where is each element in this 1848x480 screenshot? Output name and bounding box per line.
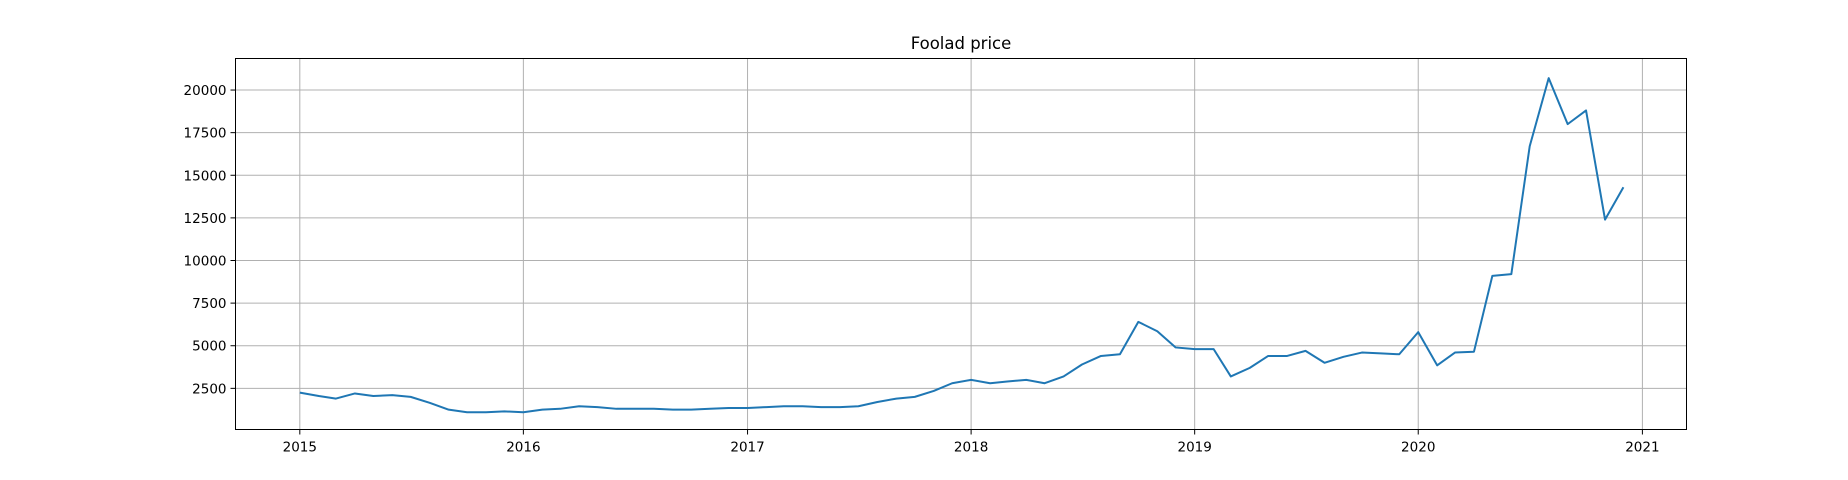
x-tick-label: 2017 bbox=[730, 440, 764, 456]
x-tick-label: 2021 bbox=[1625, 440, 1659, 456]
y-axis: 2500 5000 7500 10000 12500 15000 17500 20000 bbox=[184, 83, 236, 397]
y-tick-label: 20000 bbox=[184, 83, 227, 99]
x-tick-label: 2019 bbox=[1177, 440, 1211, 456]
y-tick-label: 5000 bbox=[192, 339, 226, 355]
chart-title: Foolad price bbox=[911, 34, 1012, 53]
gridlines bbox=[235, 58, 1687, 430]
x-tick-label: 2015 bbox=[283, 440, 317, 456]
y-tick-label: 7500 bbox=[192, 296, 226, 312]
y-tick-label: 15000 bbox=[184, 168, 227, 184]
x-tick-label: 2020 bbox=[1401, 440, 1435, 456]
y-tick-label: 12500 bbox=[184, 211, 227, 227]
plot-frame bbox=[235, 58, 1687, 430]
y-tick-label: 17500 bbox=[184, 126, 227, 142]
x-tick-label: 2018 bbox=[954, 440, 988, 456]
x-axis: 2015 2016 2017 2018 2019 2020 2021 bbox=[283, 429, 1660, 456]
y-tick-label: 2500 bbox=[192, 381, 226, 397]
series-layer bbox=[299, 77, 1625, 414]
x-tick-label: 2016 bbox=[506, 440, 540, 456]
y-tick-label: 10000 bbox=[184, 254, 227, 270]
price-line bbox=[299, 77, 1625, 414]
